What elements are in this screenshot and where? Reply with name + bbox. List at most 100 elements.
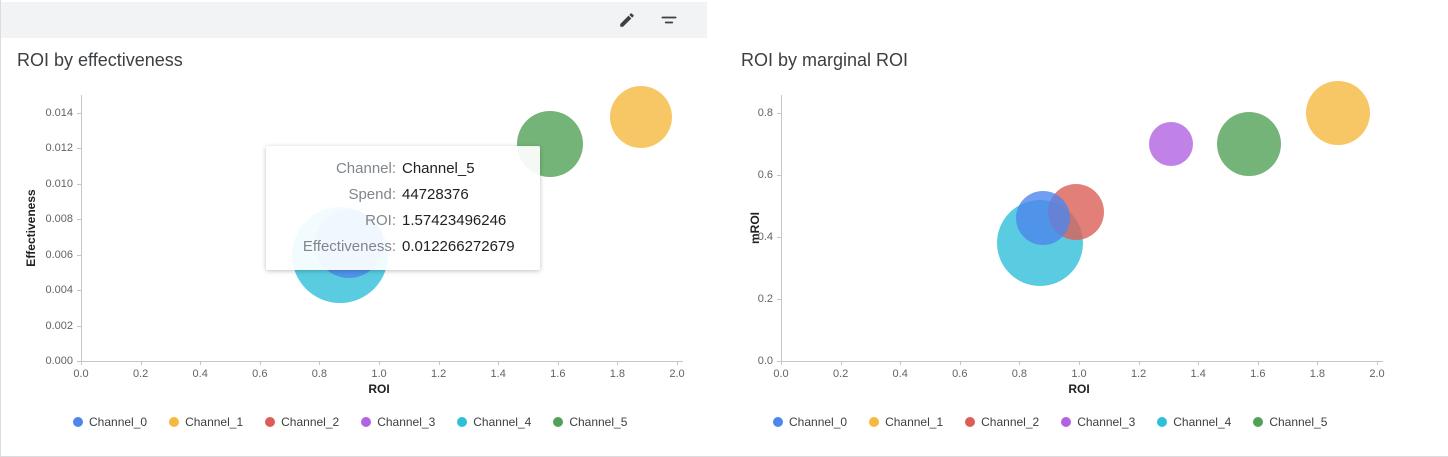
legend-dot-icon [361, 417, 372, 427]
y-tick-label: 0.8 [757, 107, 773, 119]
x-tick-mark [1019, 361, 1021, 365]
legend-item-Channel_1[interactable]: Channel_1 [869, 415, 943, 429]
x-tick-mark [1257, 361, 1259, 365]
tooltip-value: 0.012266272679 [402, 238, 515, 255]
x-tick-label: 0.0 [73, 368, 89, 380]
legend-label: Channel_1 [185, 415, 244, 429]
legend-item-Channel_1[interactable]: Channel_1 [169, 415, 243, 429]
x-tick-mark [379, 361, 380, 365]
legend-item-Channel_3[interactable]: Channel_3 [361, 415, 435, 429]
y-tick-mark [77, 290, 81, 292]
x-tick-label: 1.6 [1250, 368, 1266, 380]
legend: Channel_0 Channel_1 Channel_2 Channel_3 Chan… [73, 415, 627, 429]
y-tick-label: 0.012 [45, 142, 73, 155]
x-tick-label: 1.8 [1309, 368, 1326, 380]
x-axis-title: ROI [1068, 382, 1090, 396]
legend-label: Channel_4 [473, 415, 532, 429]
x-tick-mark [259, 361, 261, 365]
x-tick-label: 0.2 [832, 368, 849, 380]
pencil-icon [618, 11, 636, 29]
y-tick-label: 0.6 [757, 169, 773, 181]
y-tick-label: 0.006 [45, 248, 73, 261]
y-tick-mark [77, 113, 81, 114]
x-tick-label: 0.0 [773, 368, 789, 380]
y-axis-line [81, 95, 82, 361]
legend-item-Channel_0[interactable]: Channel_0 [73, 415, 147, 429]
x-tick-mark [840, 361, 842, 365]
x-tick-mark [959, 361, 961, 365]
y-tick-label: 0.000 [45, 355, 73, 367]
x-tick-mark [1377, 361, 1378, 365]
x-tick-mark [900, 361, 902, 365]
filter-icon [659, 10, 679, 30]
y-tick-mark [777, 299, 781, 300]
tooltip-value: 44728376 [402, 186, 469, 203]
legend-dot-icon [1157, 417, 1168, 427]
legend-item-Channel_4[interactable]: Channel_4 [457, 415, 531, 429]
filter-button[interactable] [655, 6, 683, 34]
y-tick-label: 0.002 [45, 319, 73, 332]
x-tick-mark [1198, 361, 1200, 365]
x-tick-mark [1079, 361, 1080, 365]
legend-dot-icon [965, 417, 976, 427]
x-tick-label: 1.4 [490, 368, 506, 380]
y-axis-line [781, 95, 782, 361]
y-tick-mark [777, 113, 781, 114]
bubble-Channel_5[interactable] [1216, 112, 1281, 176]
legend-item-Channel_5[interactable]: Channel_5 [1253, 415, 1327, 429]
y-tick-mark [77, 325, 81, 327]
legend-dot-icon [169, 417, 180, 427]
x-tick-mark [1317, 361, 1319, 365]
legend-dot-icon [773, 417, 783, 427]
legend-item-Channel_3[interactable]: Channel_3 [1061, 415, 1135, 429]
x-tick-mark [140, 361, 142, 365]
legend-label: Channel_2 [281, 415, 340, 429]
y-tick-mark [77, 254, 81, 256]
legend-dot-icon [457, 417, 468, 427]
bubble-Channel_0[interactable] [1016, 191, 1071, 246]
x-tick-label: 0.2 [132, 368, 149, 380]
toolbar [1, 2, 707, 38]
tooltip-label: ROI: [365, 212, 396, 229]
y-tick-mark [77, 361, 81, 362]
legend-label: Channel_4 [1173, 415, 1232, 429]
chart-tooltip: Channel: Channel_5 Spend: 44728376 ROI: … [266, 146, 540, 270]
legend: Channel_0 Channel_1 Channel_2 Channel_3 Chan… [773, 415, 1327, 429]
legend-label: Channel_5 [569, 415, 628, 429]
legend-label: Channel_2 [981, 415, 1040, 429]
x-tick-mark [1138, 361, 1140, 365]
y-tick-label: 0.2 [757, 293, 773, 305]
x-tick-label: 1.0 [1071, 368, 1087, 380]
legend-dot-icon [73, 417, 83, 427]
x-tick-label: 0.4 [192, 368, 208, 380]
x-tick-mark [677, 361, 678, 365]
x-tick-mark [319, 361, 321, 365]
x-axis-line [81, 361, 683, 362]
legend-label: Channel_5 [1269, 415, 1328, 429]
x-tick-mark [498, 361, 500, 365]
y-tick-label: 0.4 [757, 231, 773, 243]
legend-item-Channel_0[interactable]: Channel_0 [773, 415, 847, 429]
chart-panel-roi-by-marginal-roi: ROI by marginal ROI mROI ROI Channel_0 Ch… [725, 36, 1448, 456]
x-tick-label: 0.6 [952, 368, 968, 380]
legend-dot-icon [869, 417, 880, 427]
tooltip-value: 1.57423496246 [402, 212, 507, 229]
tooltip-value: Channel_5 [402, 160, 475, 177]
legend-item-Channel_2[interactable]: Channel_2 [965, 415, 1039, 429]
tooltip-label: Channel: [335, 160, 396, 177]
x-tick-label: 0.8 [311, 368, 328, 380]
legend-item-Channel_2[interactable]: Channel_2 [265, 415, 339, 429]
legend-item-Channel_5[interactable]: Channel_5 [553, 415, 627, 429]
edit-button[interactable] [613, 6, 641, 34]
x-tick-mark [438, 361, 440, 365]
bubble-Channel_1[interactable] [610, 85, 673, 148]
legend-dot-icon [1253, 417, 1264, 427]
legend-item-Channel_4[interactable]: Channel_4 [1157, 415, 1231, 429]
x-tick-label: 1.6 [550, 368, 566, 380]
bubble-Channel_3[interactable] [1149, 122, 1194, 166]
y-tick-label: 0.008 [45, 213, 73, 226]
legend-label: Channel_0 [89, 415, 148, 429]
legend-dot-icon [265, 417, 276, 427]
bubble-Channel_1[interactable] [1306, 81, 1371, 145]
